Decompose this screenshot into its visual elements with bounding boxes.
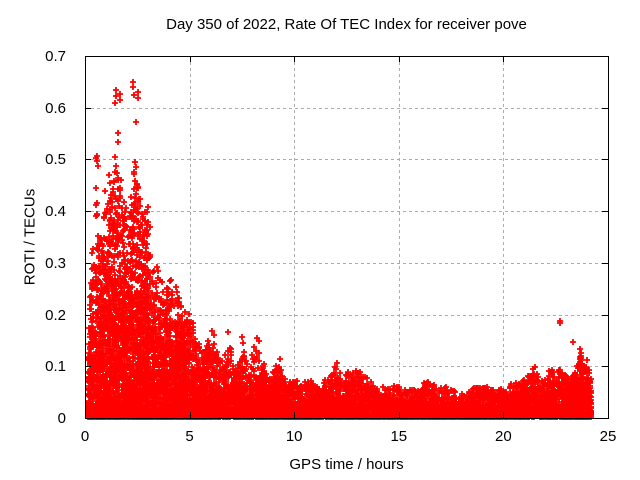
x-tick-label: 20 (495, 428, 512, 445)
x-tick-label: 15 (390, 428, 408, 445)
y-tick-label: 0.1 (45, 358, 66, 376)
x-tick-label: 0 (80, 428, 90, 445)
y-axis-label: ROTI / TECUs (21, 188, 39, 286)
x-axis-label: GPS time / hours (289, 456, 404, 473)
y-tick-label: 0.2 (45, 306, 66, 324)
scatter-points (85, 79, 594, 420)
y-tick-label: 0.4 (45, 203, 66, 221)
y-tick-label: 0.3 (45, 254, 66, 272)
x-tick-label: 25 (599, 428, 617, 445)
x-tick-label: 10 (285, 428, 303, 445)
chart-title: Day 350 of 2022, Rate Of TEC Index for r… (166, 16, 527, 33)
y-tick-label: 0.6 (45, 99, 66, 117)
y-tick-label: 0.7 (45, 48, 66, 65)
y-tick-label: 0.5 (45, 151, 66, 169)
y-tick-label: 0 (57, 410, 66, 427)
x-tick-label: 5 (185, 428, 194, 445)
